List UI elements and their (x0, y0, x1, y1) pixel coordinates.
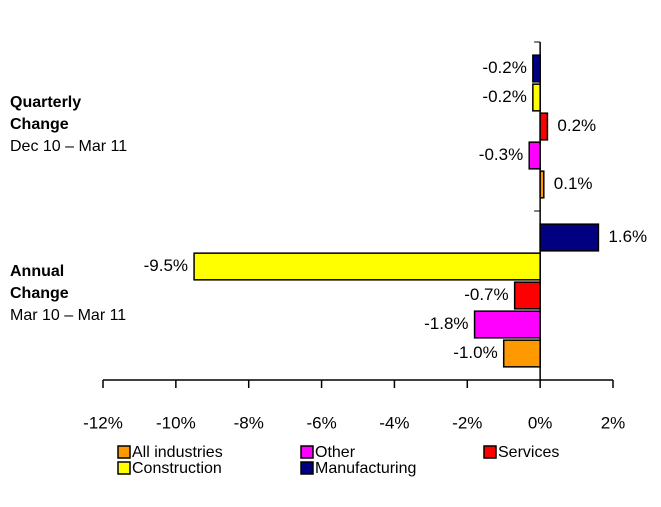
bar (473, 310, 541, 339)
bar (532, 54, 541, 83)
category-subtitle: Mar 10 – Mar 11 (10, 307, 127, 324)
value-label: -1.8% (424, 314, 468, 333)
value-label: -9.5% (144, 256, 188, 275)
category-title: Annual Change (10, 263, 69, 302)
legend-label: Construction (132, 460, 222, 477)
x-tick-label: -12% (83, 413, 123, 432)
bar (539, 112, 549, 141)
value-label: -1.0% (453, 343, 497, 362)
legend-label: Services (498, 444, 559, 461)
legend-swatch (117, 445, 131, 459)
category-label: Quarterly Change Dec 10 – Mar 11 (10, 92, 127, 158)
bar (193, 252, 541, 281)
value-label: 0.2% (557, 116, 596, 135)
legend-label: All industries (132, 444, 223, 461)
x-tick-label: 0% (528, 413, 553, 432)
x-tick-label: -10% (156, 413, 196, 432)
x-tick-label: -8% (234, 413, 264, 432)
value-label: -0.7% (464, 285, 508, 304)
x-tick-label: 2% (601, 413, 626, 432)
x-tick-label: -2% (452, 413, 482, 432)
legend-swatch (300, 461, 314, 475)
value-label: 1.6% (608, 227, 647, 246)
bar (513, 281, 541, 310)
bar (539, 223, 600, 252)
legend-swatch (483, 445, 497, 459)
category-subtitle: Dec 10 – Mar 11 (10, 138, 128, 155)
category-title: Quarterly Change (10, 94, 82, 133)
legend-swatch (300, 445, 314, 459)
value-label: 0.1% (554, 174, 593, 193)
x-tick-label: -4% (379, 413, 409, 432)
legend-swatch (117, 461, 131, 475)
bar (502, 339, 541, 368)
bar (532, 83, 541, 112)
bar (528, 141, 541, 170)
category-label: Annual Change Mar 10 – Mar 11 (10, 261, 126, 327)
legend-label: Manufacturing (315, 460, 416, 477)
value-label: -0.3% (479, 145, 523, 164)
value-label: -0.2% (482, 58, 526, 77)
x-tick-label: -6% (306, 413, 336, 432)
legend-label: Other (315, 444, 356, 461)
bar (539, 170, 545, 199)
value-label: -0.2% (482, 87, 526, 106)
